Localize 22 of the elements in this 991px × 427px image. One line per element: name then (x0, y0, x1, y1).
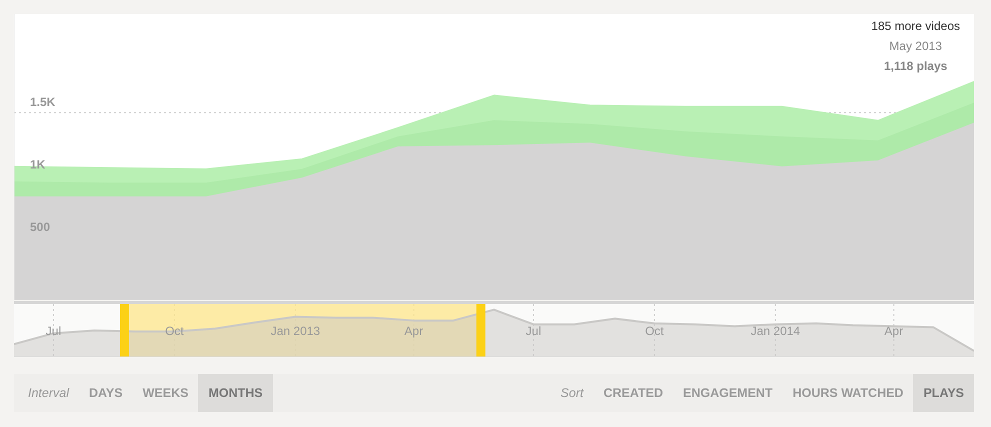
text: Sort (560, 385, 585, 402)
x-tick-label: Jul (526, 324, 542, 338)
text: Interval (27, 385, 70, 402)
text: ENGAGEMENT (682, 385, 774, 402)
annotation: 1,118 plays (882, 58, 948, 75)
x-tick-label: Apr (404, 324, 424, 338)
y-tick-label: 1.5K (30, 94, 56, 109)
x-tick-label: Jul (46, 324, 62, 338)
annotation: 185 more videos (871, 18, 960, 35)
x-tick-label: Oct (645, 324, 664, 338)
x-tick-label: Jan 2014 (750, 324, 800, 338)
text: HOURS WATCHED (792, 385, 904, 402)
text: MONTHS (198, 374, 273, 412)
text: DAYS (88, 385, 124, 402)
x-tick-label: Oct (165, 324, 184, 338)
x-tick-label: Apr (884, 324, 904, 338)
text: PLAYS (913, 374, 974, 412)
text: WEEKS (142, 385, 190, 402)
y-tick-label: 500 (30, 220, 50, 234)
annotation: May 2013 (888, 38, 943, 55)
text: CREATED (602, 385, 664, 402)
x-tick-label: Jan 2013 (270, 324, 320, 338)
